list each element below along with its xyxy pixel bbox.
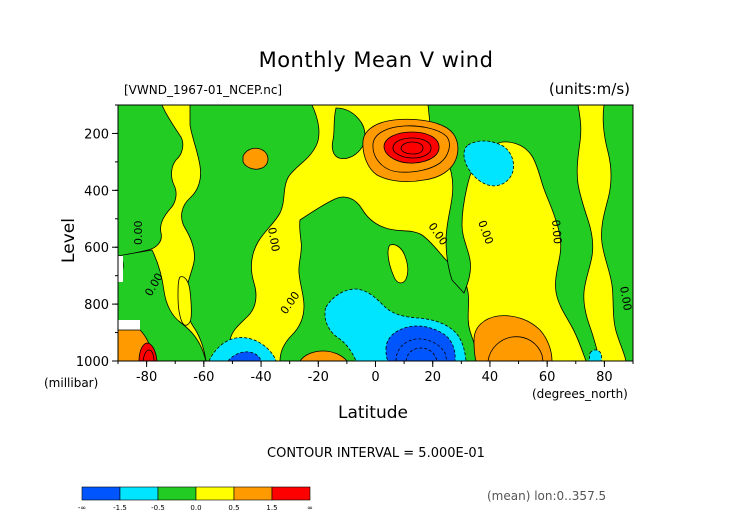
colorbar-label: 1.5 — [266, 504, 277, 512]
x-tick-label: -20 — [308, 370, 329, 385]
colorbar-swatch — [157, 486, 197, 501]
contour-label: 0.00 — [617, 285, 634, 311]
colorbar-label: ∞ — [307, 504, 313, 512]
contour-inner-blue-1 — [395, 338, 448, 361]
contour-inner-orange-upper — [372, 125, 450, 173]
cyan-region-lower-east — [588, 349, 603, 361]
contour-label: 0.00 — [549, 219, 564, 245]
red-max-lower-west — [138, 342, 158, 361]
cyan-region-lower-west — [208, 337, 277, 361]
y-tick-label: 1000 — [76, 355, 109, 370]
colorbar-label: 0.5 — [228, 504, 239, 512]
chart-title: Monthly Mean V wind — [258, 48, 494, 72]
colorbar-label: -1.5 — [113, 504, 127, 512]
yellow-tongue-east — [576, 105, 627, 361]
contour-inner-red-1 — [392, 137, 432, 159]
colorbar-swatch — [81, 486, 121, 501]
contour-interval-note: CONTOUR INTERVAL = 5.000E-01 — [267, 446, 485, 461]
x-tick-label: -40 — [250, 370, 271, 385]
missing-data-lower — [118, 320, 140, 330]
units-label: (units:m/s) — [548, 80, 630, 98]
cyan-region-upper — [463, 140, 514, 187]
colorbar-swatch — [233, 486, 273, 501]
contour-inner-orange-lower — [487, 336, 544, 361]
y-axis: 200 400 600 800 1000 — [76, 104, 118, 370]
contour-inner-blue-2 — [405, 347, 438, 361]
colorbar-label: -∞ — [78, 504, 86, 512]
contour-inner-red-2 — [400, 141, 424, 155]
x-tick-label: -60 — [193, 370, 214, 385]
y-axis-units: (millibar) — [44, 376, 99, 390]
x-tick-label: 20 — [424, 370, 441, 385]
green-region-mid-upper — [181, 105, 320, 361]
x-tick-label: 0 — [371, 370, 379, 385]
orange-max-lower-east — [473, 315, 553, 361]
colorbar-swatch — [271, 486, 311, 501]
y-tick-label: 600 — [84, 241, 109, 256]
x-axis: -80 -60 -40 -20 0 20 40 60 80 — [117, 361, 634, 385]
contour-inner-red-west — [142, 349, 155, 361]
x-tick-label: 80 — [596, 370, 613, 385]
x-axis-units: (degrees_north) — [532, 387, 628, 401]
x-tick-label: 40 — [482, 370, 499, 385]
x-tick-label: 60 — [539, 370, 556, 385]
colorbar-label: -0.5 — [151, 504, 165, 512]
y-tick-label: 800 — [84, 298, 109, 313]
yellow-pocket-mid — [387, 244, 409, 284]
green-region-west-upper — [118, 105, 184, 257]
x-axis-label: Latitude — [338, 403, 408, 423]
contour-label: 0.00 — [265, 226, 282, 252]
orange-region-small-upper — [242, 147, 269, 170]
missing-data-upper — [118, 256, 123, 282]
y-tick-label: 200 — [84, 127, 109, 142]
contour-plot-area — [118, 105, 633, 361]
colorbar-swatch — [119, 486, 159, 501]
contour-label: 0.00 — [132, 221, 145, 246]
colorbar-swatch — [195, 486, 235, 501]
orange-region-lower-mid — [299, 350, 348, 361]
dataset-filename: [VWND_1967-01_NCEP.nc] — [124, 83, 283, 97]
green-region-central-upper — [331, 107, 366, 159]
yellow-pocket-west — [177, 276, 192, 326]
y-axis-label: Level — [58, 218, 79, 263]
x-tick-label: -80 — [136, 370, 157, 385]
blue-min-west — [227, 351, 262, 361]
colorbar-label: 0.0 — [190, 504, 201, 512]
colorbar: -∞ -1.5 -0.5 0.0 0.5 1.5 ∞ — [78, 486, 313, 512]
blue-min-center — [385, 325, 456, 361]
mean-longitude-note: (mean) lon:0..357.5 — [487, 489, 607, 503]
y-tick-label: 400 — [84, 184, 109, 199]
